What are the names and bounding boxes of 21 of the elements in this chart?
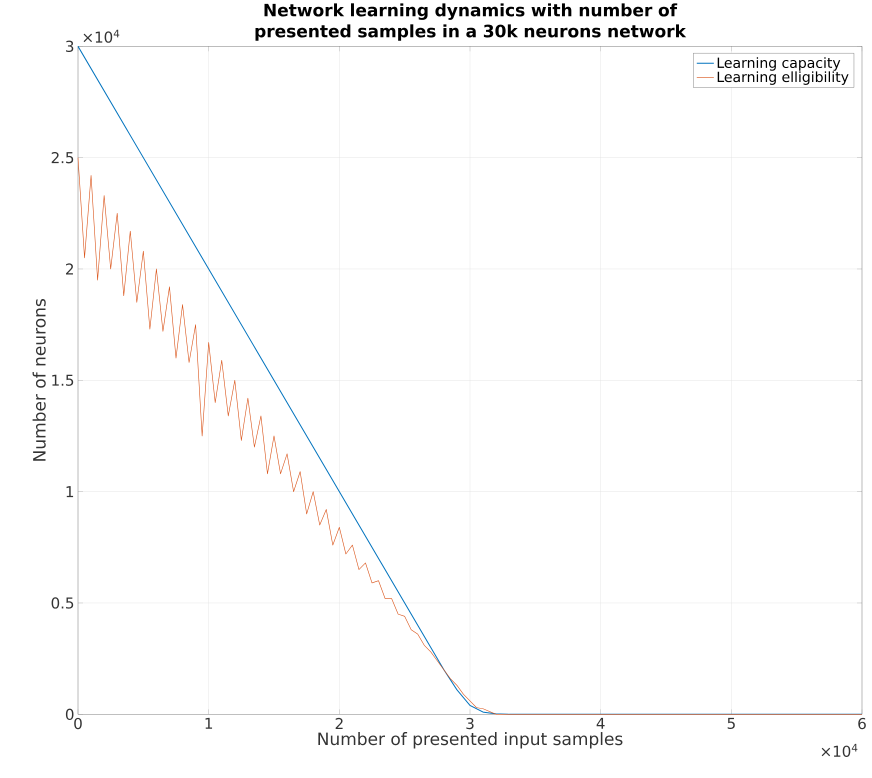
- text: ×10$^{4}$: [822, 744, 858, 757]
- y-tick-label: 2.5: [52, 152, 74, 164]
- chart-title: Network learning dynamics with number of presented samples in a 30k neurons network: [256, 3, 686, 41]
- y-tick-label: 1.5: [52, 374, 74, 386]
- y-tick-label: 2: [66, 263, 73, 274]
- x-tick-label: 6: [858, 718, 866, 730]
- x-tick-label: 5: [728, 718, 735, 729]
- y-axis-title: Number of neurons: [32, 298, 46, 461]
- legend-label: Learning capacity: [718, 57, 840, 71]
- y-tick-label: 0.5: [52, 597, 74, 609]
- y-tick-label: 0: [66, 708, 74, 720]
- x-tick-label: 3: [466, 718, 474, 730]
- x-tick-label: 2: [336, 718, 343, 729]
- legend-label: Learning elligibility: [718, 71, 849, 85]
- x-axis-title: Number of presented input samples: [318, 732, 622, 748]
- text: ×10$^{4}$: [84, 30, 120, 43]
- y-tick-label: 1: [66, 486, 74, 497]
- x-tick-label: 1: [206, 718, 212, 729]
- y-tick-label: 3: [66, 40, 74, 52]
- x-tick-label: 0: [74, 718, 82, 730]
- x-tick-label: 4: [596, 718, 605, 729]
